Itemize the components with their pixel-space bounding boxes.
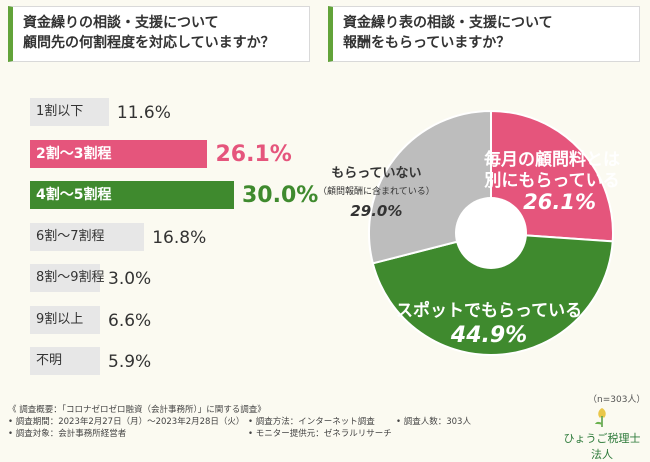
- left-question-line1: 資金繰りの相談・支援について: [23, 15, 219, 31]
- right-question-line1: 資金繰り表の相談・支援について: [343, 15, 553, 31]
- pie-label-none: もらっていない （顧問報酬に含まれている） 29.0%: [318, 162, 435, 220]
- bar: 2割〜3割程: [30, 139, 208, 168]
- pie-label-monthly: 毎月の顧問料とは 別にもらっている 26.1%: [484, 150, 620, 213]
- bar-chart: 1割以下 11.6% 2割〜3割程 26.1% 4割〜5割程 30.0% 6割〜7割程 16.…: [24, 98, 324, 390]
- pie-label-monthly-line1: 毎月の顧問料とは: [484, 150, 620, 170]
- footer-monitor: • モニター提供元：ゼネラルリサーチ: [248, 429, 392, 439]
- pie-value-monthly: 26.1%: [523, 190, 596, 214]
- pie-label-none-line2: （顧問報酬に含まれている）: [318, 187, 435, 197]
- bar: 8割〜9割程: [30, 264, 105, 292]
- donut-chart: [368, 109, 614, 356]
- left-question-box: 資金繰りの相談・支援について 顧問先の何割程度を対応していますか？: [8, 6, 310, 62]
- pie-slice: [490, 109, 614, 243]
- bar: 1割以下: [30, 98, 109, 126]
- donut-hole: [455, 197, 527, 269]
- right-question-line2: 報酬をもらっていますか？: [343, 35, 511, 51]
- bar-value-label: 5.9%: [108, 352, 152, 372]
- footer-period: • 調査期間：2023年2月27日（月）〜2023年2月28日（火）: [8, 417, 245, 427]
- pie-label-spot: スポットでもらっている 44.9%: [396, 296, 582, 348]
- bar-value-label: 26.1%: [215, 141, 292, 167]
- company-logo: ひょうご税理士法人: [560, 404, 644, 461]
- footer-method: • 調査方法：インターネット調査: [248, 417, 375, 427]
- pie-label-none-line1: もらっていない: [331, 166, 422, 181]
- bar: 不明: [30, 347, 100, 375]
- right-question-box: 資金繰り表の相談・支援について 報酬をもらっていますか？: [328, 6, 640, 62]
- pie-label-monthly-line2: 別にもらっている: [484, 171, 620, 191]
- bar: 9割以上: [30, 305, 100, 334]
- footer-overview: 《 調査概要：「コロナゼロゼロ融資（会計事務所）」に関する調査》: [8, 405, 266, 415]
- company-name: ひょうご税理士法人: [563, 432, 641, 461]
- pie-value-none: 29.0%: [350, 202, 403, 220]
- bar-value-label: 6.6%: [108, 310, 152, 331]
- bar: 6割〜7割程: [30, 222, 145, 251]
- left-question-line2: 顧問先の何割程度を対応していますか？: [23, 35, 275, 51]
- bar-value-label: 3.0%: [108, 269, 152, 289]
- bar-value-label: 11.6%: [116, 103, 171, 123]
- bar-value-label: 16.8%: [152, 227, 207, 248]
- bar: 4割〜5割程: [30, 181, 234, 209]
- sample-size: （n=303人）: [588, 395, 646, 405]
- footer-count: • 調査人数：303人: [396, 417, 471, 427]
- pie-slice: [371, 231, 614, 356]
- pie-value-spot: 44.9%: [450, 323, 528, 348]
- footer-target: • 調査対象：会計事務所経営者: [8, 429, 127, 439]
- tulip-icon: [595, 408, 606, 427]
- pie-label-spot-line1: スポットでもらっている: [396, 301, 583, 321]
- bar-value-label: 30.0%: [242, 183, 319, 208]
